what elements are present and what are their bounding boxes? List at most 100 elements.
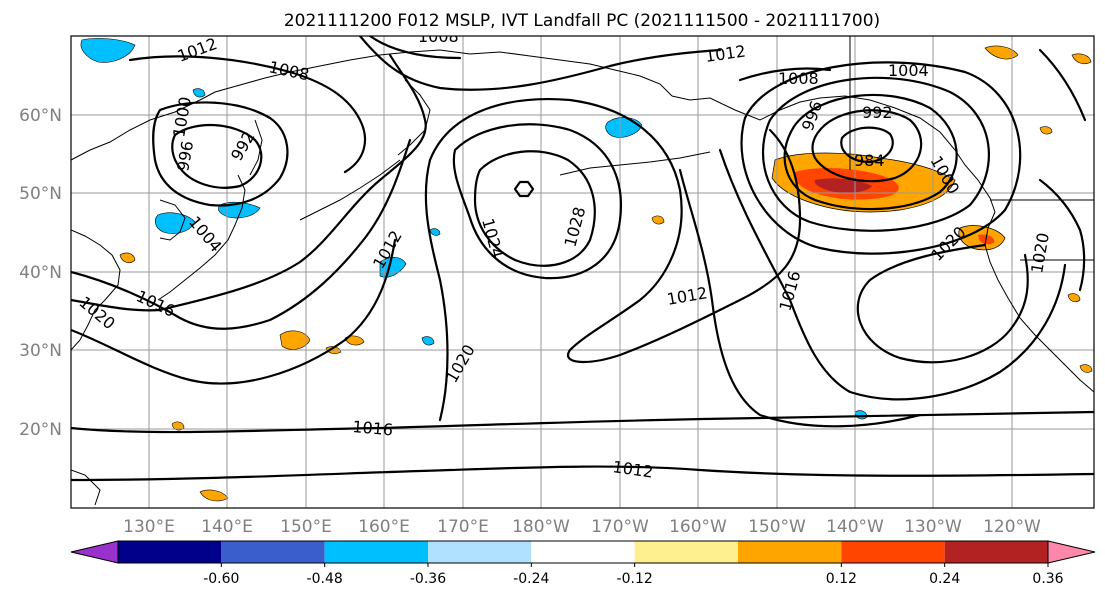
ivt-patch-i [1071,53,1092,65]
colorbar-extend-high [1047,540,1096,564]
isobar-1024-high [452,123,622,280]
lat-label-50n: 50°N [19,184,62,204]
lat-label-40n: 40°N [19,263,62,283]
coastline-kuril-aleutian [299,151,711,221]
coastline-philippines [71,469,101,506]
ivt-patch-e [651,215,665,225]
contour-label: 1008 [418,27,459,46]
ivt-positive-shading [119,45,1093,502]
lon-label-130e: 130°E [123,517,175,537]
ivt-neg-patch-small-a [192,88,206,98]
colorbar-segment [118,541,222,563]
lon-label-170e: 170°E [437,517,489,537]
isobar-1012-west [71,53,427,312]
isobar-high-center [513,180,535,198]
ivt-patch-h [984,45,1019,60]
isobar-1016-west [71,138,412,330]
contour-label: 984 [854,151,885,170]
coastline-north-america-west [984,211,1094,393]
isobar-low-inner-1 [840,126,894,164]
colorbar-segment [841,541,945,563]
isobar-1020-west [71,238,397,385]
coastline-japan [157,174,246,301]
lon-label-150w: 150°W [748,517,806,537]
ivt-patch-g [171,421,185,431]
colorbar-tick-label: -0.48 [307,571,343,587]
colorbar-tick-label: 0.24 [929,571,960,587]
colorbar-tick-label: 0.12 [826,571,857,587]
ivt-neg-patch-small-c [421,336,435,346]
colorbar-tick-label: -0.12 [617,571,653,587]
colorbar-tick-label: 0.36 [1032,571,1063,587]
colorbar-segment [324,541,428,563]
contour-label: 992 [862,103,893,122]
colorbar-segment [738,541,842,563]
coastline-asia [71,49,673,161]
isobar-1004-northwest [152,101,289,207]
colorbar: -0.60-0.48-0.36-0.24-0.120.120.240.360.4… [70,540,1096,587]
ivt-neg-patch-small-d [429,228,441,236]
lon-label-180w: 180°W [512,517,570,537]
isobar-1028-high [473,150,596,267]
latitude-labels: 60°N 50°N 40°N 30°N 20°N [19,106,62,440]
ivt-neg-patch-northwest [80,38,136,63]
colorbar-segment [944,541,1048,563]
isobar-1020-east [856,243,1029,364]
isobar-1012-south [71,465,1094,482]
colorbar-segment [634,541,738,563]
lon-label-150e: 150°E [280,517,332,537]
coastline-alaska [671,95,996,213]
contour-label: 1004 [888,61,929,80]
lat-label-60n: 60°N [19,106,62,126]
lon-label-120w: 120°W [983,517,1041,537]
ivt-patch-k [1079,364,1093,373]
coastline-korea-china [71,229,121,351]
isobar-1008-northwest [128,55,367,174]
isobar-1020-far-east [1038,178,1086,292]
lat-label-20n: 20°N [19,420,62,440]
colorbar-segment [531,541,635,563]
colorbar-segment [221,541,325,563]
lon-label-140w: 140°W [826,517,884,537]
colorbar-tick-label: -0.60 [203,571,239,587]
ivt-patch-a [279,330,311,350]
isobar-low-5 [740,61,1022,255]
contour-label: 1016 [352,417,394,439]
colorbar-extend-low [70,540,119,564]
isobar-1012-east [678,168,922,428]
isobar-996-northwest [171,123,263,189]
ivt-patch-d [119,252,136,264]
lon-label-160e: 160°E [358,517,410,537]
lon-label-130w: 130°W [904,517,962,537]
isobar-1008-east-edge [1038,48,1087,122]
longitude-labels: 130°E 140°E 150°E 160°E 170°E 180°W 170°… [123,517,1041,537]
colorbar-segment [428,541,532,563]
isobar-1008-north [368,36,832,82]
isobar-low-3 [783,93,958,211]
colorbar-outline [117,540,1049,564]
map-frame [70,35,1095,509]
isobar-low-4 [761,76,990,232]
mslp-isobars [71,36,1094,482]
contour-label: 1008 [778,69,819,88]
isobar-low-inner-2 [811,109,923,183]
ivt-plume-max [814,178,872,193]
colorbar-tick-label: -0.36 [410,571,446,587]
colorbar-tick-label: -0.24 [513,571,549,587]
map-title: 2021111200 F012 MSLP, IVT Landfall PC (2… [284,11,880,31]
ivt-patch-b [344,335,365,346]
isobar-1016-south [71,410,1094,434]
coastline-korea [159,199,186,241]
ivt-patch-f [199,489,229,502]
lon-label-160w: 160°W [669,517,727,537]
lon-label-140e: 140°E [201,517,253,537]
isobar-1016-east [718,148,1067,401]
lat-label-30n: 30°N [19,341,62,361]
coastline-canada-border [849,36,1094,261]
ivt-patch-j [1067,293,1081,303]
ivt-patch-l [1039,126,1053,135]
isobar-1020-high [424,98,802,422]
coastlines [71,36,1094,506]
lon-label-170w: 170°W [591,517,649,537]
